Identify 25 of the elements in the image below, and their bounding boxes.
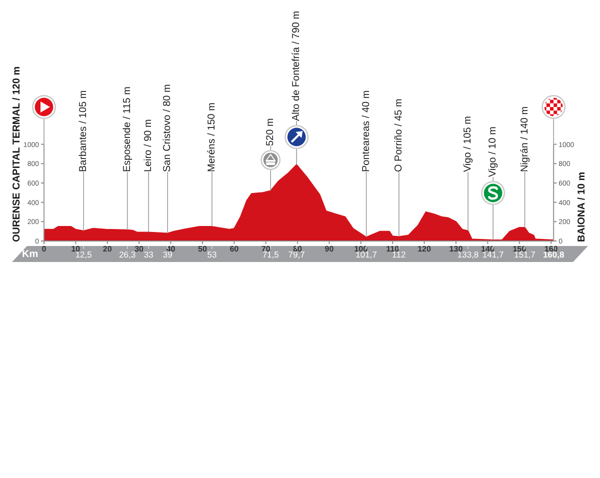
x-tick-label: 0	[42, 244, 47, 254]
annotation: Barbantes / 105 m	[78, 90, 90, 172]
annotation: Leiro / 90 m	[143, 119, 154, 172]
annotation: San Cristovo / 80 m	[162, 84, 174, 172]
annotation: Vigo / 105 m	[462, 116, 474, 172]
x-tick-label: 90	[324, 244, 334, 254]
x2-tick-label: 53	[207, 250, 217, 260]
annotation: OURENSE CAPITAL TERMAL / 120 m	[12, 66, 22, 242]
x-tick-label: 120	[418, 244, 432, 254]
annotation: O Porriño / 45 m	[393, 98, 404, 172]
x2-tick-label: 33	[144, 250, 154, 260]
annotation: Meréns / 150 m	[206, 102, 218, 172]
annotation: Ponteareas / 40 m	[360, 90, 372, 172]
x-tick-label: 50	[198, 244, 208, 254]
x2-tick-label: 26,3	[119, 250, 136, 260]
annotation: BAIONA / 10 m	[576, 172, 588, 242]
x2-axis-title: Km	[22, 249, 38, 260]
annotation: Vigo / 10 m	[488, 126, 499, 177]
annotation: 520 m	[265, 118, 276, 146]
x-tick-label: 60	[230, 244, 240, 254]
x-tick-label: 30	[134, 244, 144, 254]
x-tick-label: 20	[102, 244, 112, 254]
annotation: Nigrán / 140 m	[519, 106, 530, 172]
annotation: Alto de Fontefría / 790 m	[291, 10, 302, 121]
annotation: Esposende / 115 m	[122, 86, 133, 172]
